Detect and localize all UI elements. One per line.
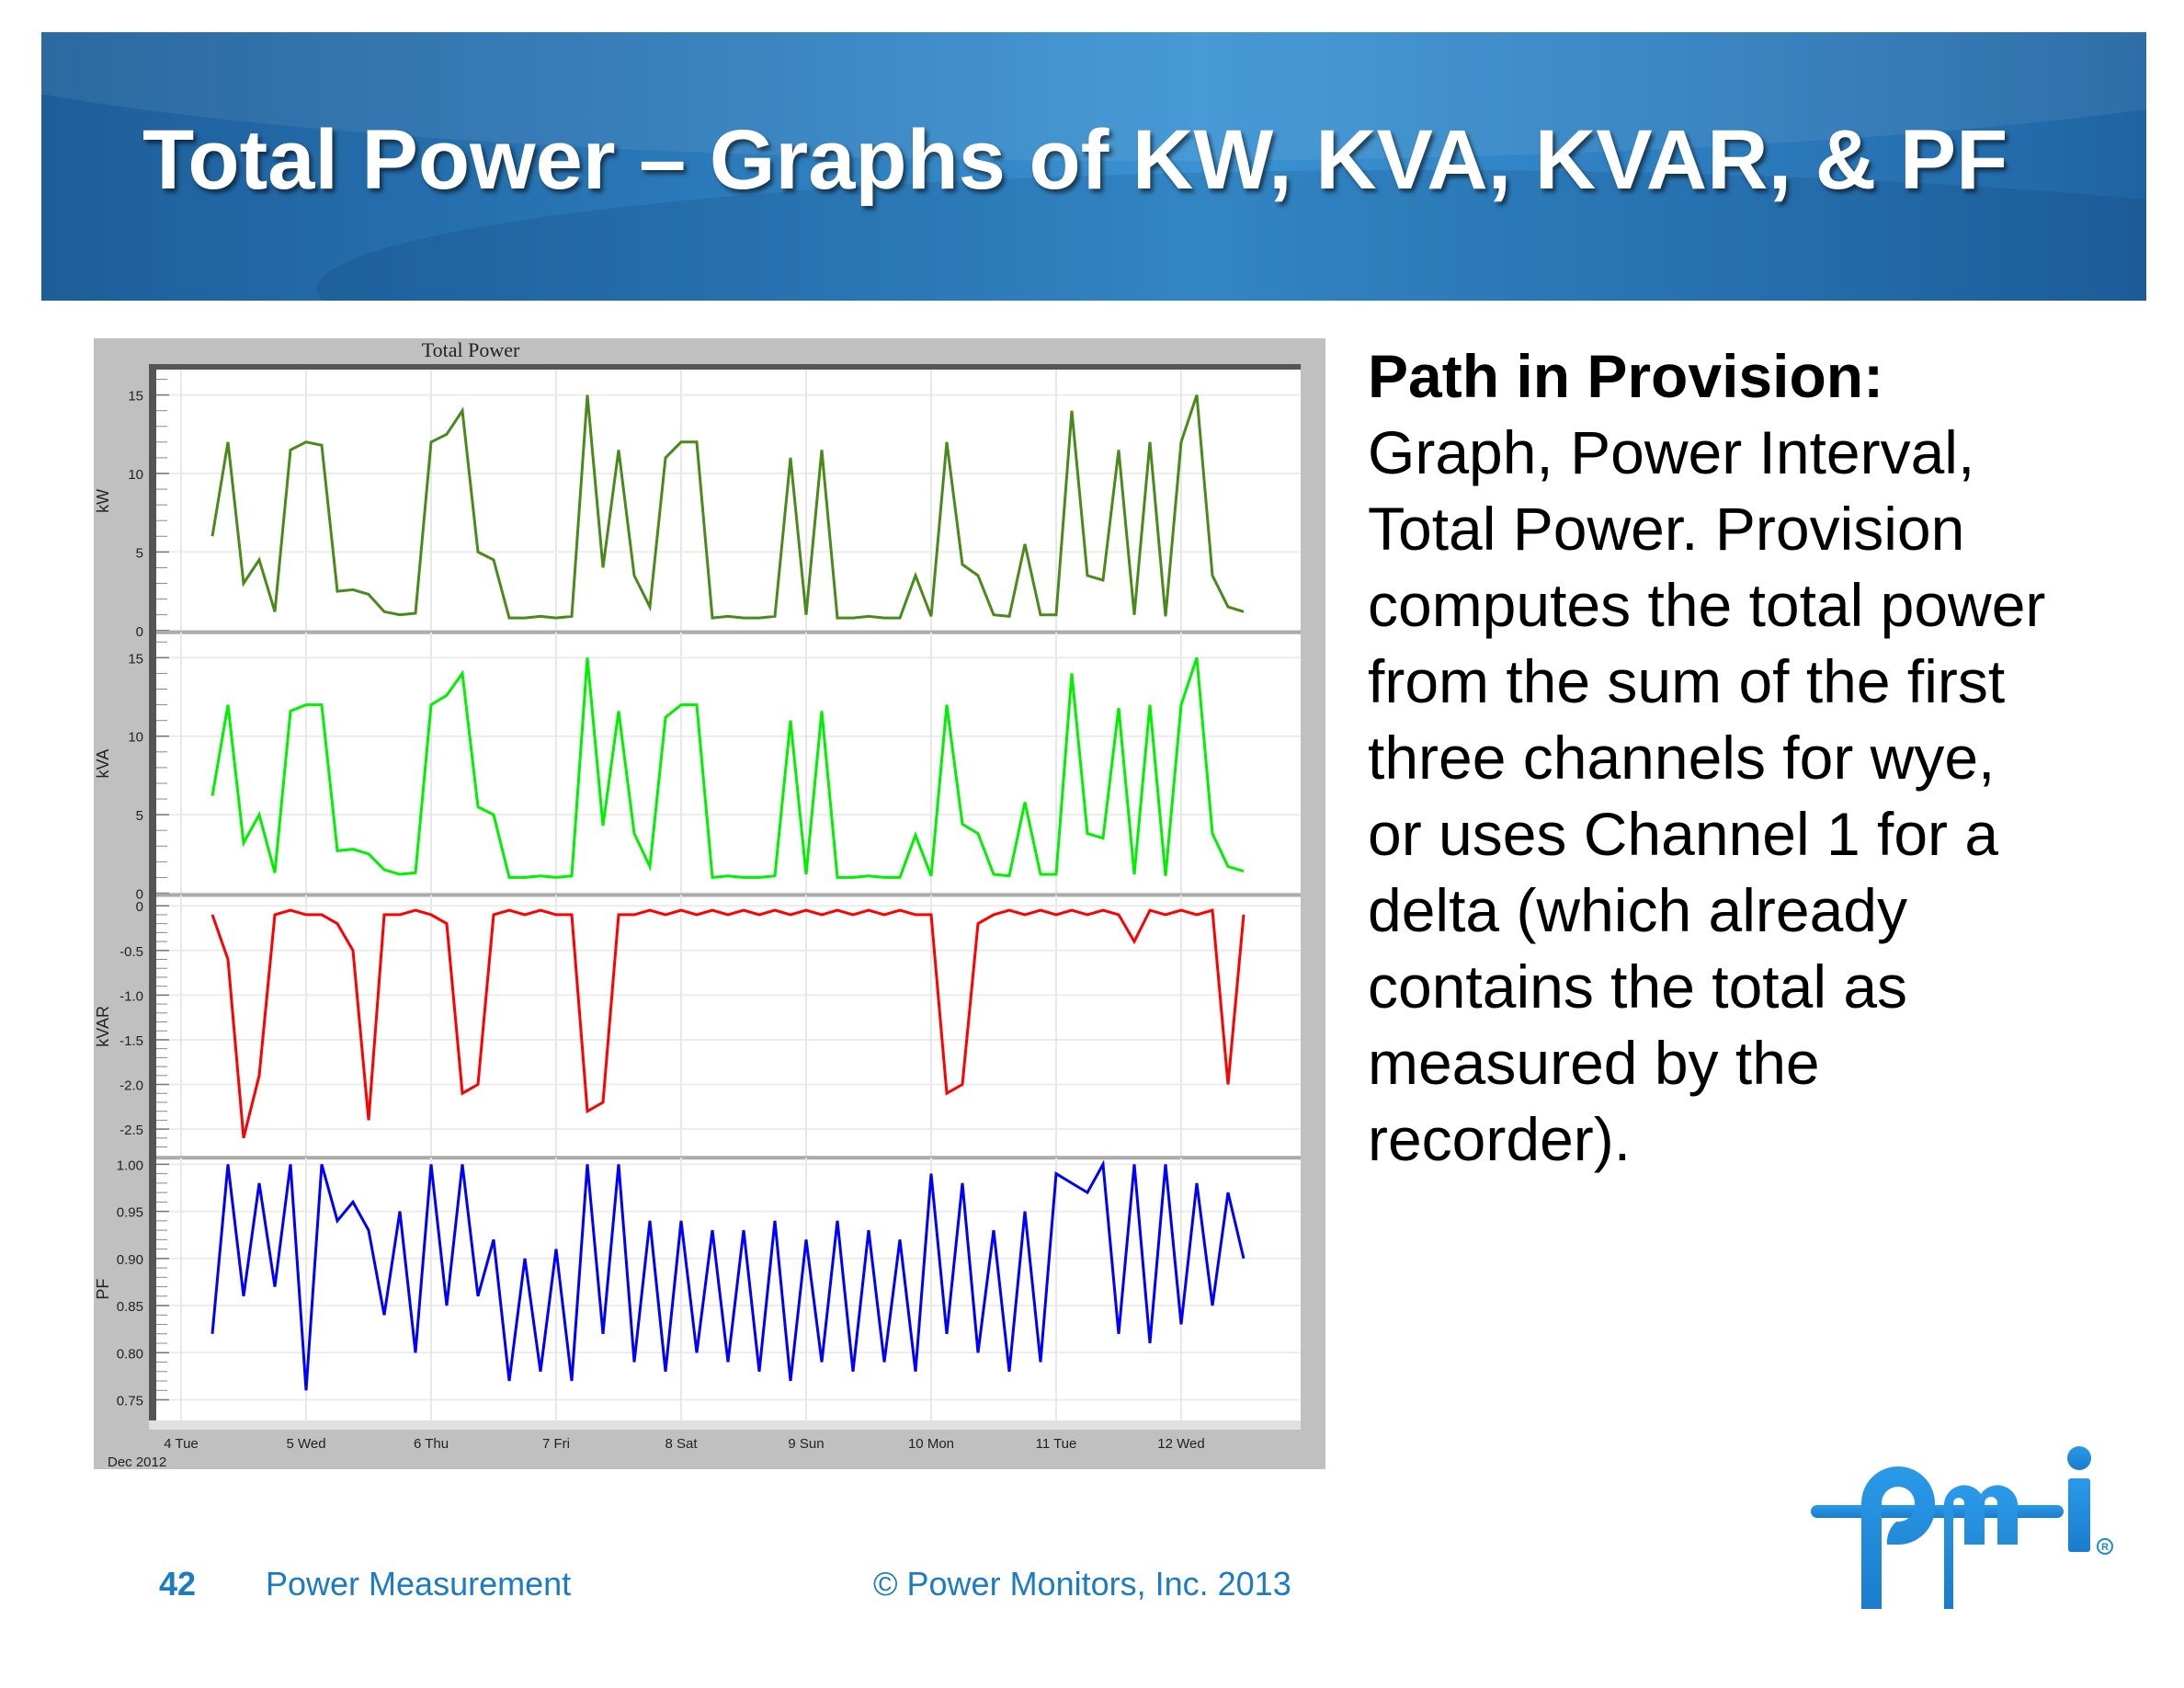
y-tick-label: -2.0 xyxy=(119,1078,143,1094)
side-text: Path in Provision: Graph, Power Interval… xyxy=(1368,338,2158,1178)
side-line: recorder). xyxy=(1368,1105,1632,1173)
chart-title: Total Power xyxy=(422,338,520,361)
chart-svg: Total Power 0 5 10 15 kW 0 5 10 15 kVA 0 -0.5 -1.0 -1.… xyxy=(94,338,1301,1469)
y-axis-label: kVAR xyxy=(94,1006,112,1047)
x-sublabel: Dec 2012 xyxy=(108,1454,166,1469)
x-tick-label: 8 Sat xyxy=(665,1436,698,1452)
total-power-chart: Total Power 0 5 10 15 kW 0 5 10 15 kVA 0 -0.5 -1.0 -1.… xyxy=(94,338,1325,1469)
y-tick-label: 15 xyxy=(128,389,143,405)
y-tick-label: 5 xyxy=(136,808,143,824)
series-line-kva xyxy=(210,656,1245,880)
y-axis-label: PF xyxy=(94,1279,112,1300)
y-tick-label: 0.90 xyxy=(117,1252,143,1268)
y-tick-label: 0 xyxy=(136,899,143,915)
title-banner xyxy=(41,32,2146,301)
page-number: 42 xyxy=(159,1565,197,1602)
y-tick-label: -1.0 xyxy=(119,988,143,1004)
series-line-kvar xyxy=(210,908,1246,1139)
pmi-logo: R xyxy=(1811,1446,2113,1609)
y-axis-label: kW xyxy=(94,489,112,513)
y-tick-label: 1.00 xyxy=(117,1158,143,1173)
y-tick-label: 0.80 xyxy=(117,1346,143,1362)
x-tick-label: 7 Fri xyxy=(542,1436,570,1452)
x-tick-label: 9 Sun xyxy=(788,1436,824,1452)
side-line: or uses Channel 1 for a xyxy=(1368,800,1999,868)
y-tick-label: 10 xyxy=(128,730,143,746)
y-tick-label: 0.95 xyxy=(117,1205,143,1221)
y-tick-label: 0 xyxy=(136,887,143,903)
side-line: Graph, Power Interval, xyxy=(1368,418,1975,486)
x-tick-label: 6 Thu xyxy=(414,1436,449,1452)
series-line-pf xyxy=(210,1159,1246,1391)
x-axis-strip xyxy=(149,1420,1301,1430)
slide-title: Total Power – Graphs of KW, KVA, KVAR, &… xyxy=(142,113,2008,207)
x-tick-label: 11 Tue xyxy=(1036,1436,1077,1452)
series-line-kw xyxy=(210,394,1245,620)
plot-left-border xyxy=(149,364,156,1426)
side-heading: Path in Provision: xyxy=(1368,342,1884,410)
y-tick-label: 0.75 xyxy=(117,1394,143,1409)
x-tick-label: 5 Wed xyxy=(286,1436,325,1452)
x-tick-label: 10 Mon xyxy=(908,1436,954,1452)
side-line: computes the total power xyxy=(1368,571,2046,639)
x-tick-label: 12 Wed xyxy=(1157,1436,1204,1452)
y-axis-label: kVA xyxy=(94,749,112,779)
y-tick-label: -2.5 xyxy=(119,1123,143,1138)
side-line: Total Power. Provision xyxy=(1368,495,1965,563)
plot-top-border xyxy=(149,364,1301,370)
side-line: measured by the xyxy=(1368,1029,1820,1097)
footer-copyright: © Power Monitors, Inc. 2013 xyxy=(873,1565,1291,1602)
footer-section: Power Measurement xyxy=(266,1565,572,1602)
x-tick-label: 4 Tue xyxy=(164,1436,199,1452)
side-line: delta (which already xyxy=(1368,876,1907,944)
y-tick-label: 10 xyxy=(128,467,143,483)
y-tick-label: 5 xyxy=(136,545,143,561)
svg-text:R: R xyxy=(2101,1542,2109,1553)
side-line: three channels for wye, xyxy=(1368,724,1996,792)
y-tick-label: 15 xyxy=(128,651,143,667)
y-tick-label: 0.85 xyxy=(117,1299,143,1315)
side-line: from the sum of the first xyxy=(1368,647,2006,715)
y-tick-label: -0.5 xyxy=(119,944,143,960)
y-tick-label: -1.5 xyxy=(119,1033,143,1049)
y-tick-label: 0 xyxy=(136,624,143,640)
side-line: contains the total as xyxy=(1368,952,1908,1021)
